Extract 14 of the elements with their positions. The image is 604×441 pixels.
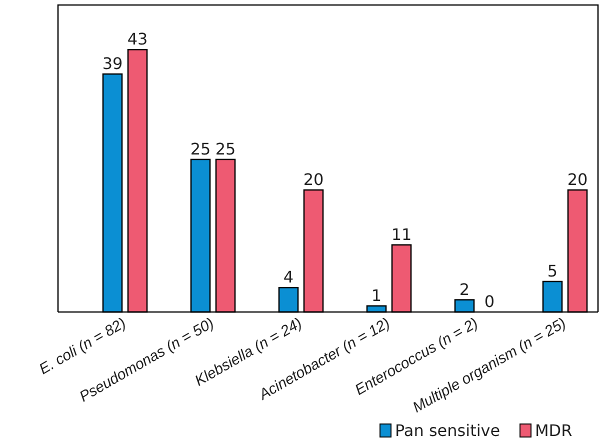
data-label: 20	[567, 170, 588, 189]
data-label: 2	[459, 280, 470, 299]
legend-label: MDR	[535, 421, 572, 440]
data-label: 5	[547, 261, 558, 280]
data-label: 4	[283, 268, 294, 287]
data-label: 11	[391, 224, 412, 244]
data-label: 43	[127, 30, 148, 49]
data-label: 1	[371, 286, 382, 305]
data-label: 0	[484, 292, 495, 311]
data-label: 39	[102, 54, 123, 74]
data-label: 25	[215, 139, 236, 158]
data-label: 25	[190, 139, 211, 158]
data-label: 20	[303, 170, 324, 189]
legend-label: Pan sensitive	[395, 421, 500, 440]
